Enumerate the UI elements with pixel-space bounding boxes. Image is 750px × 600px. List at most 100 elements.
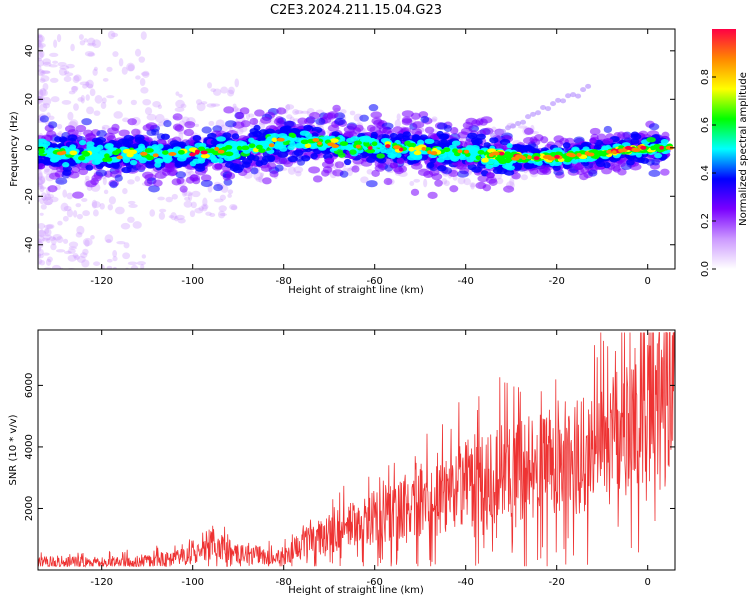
spectrogram-band-blob bbox=[467, 163, 477, 171]
spectrogram-noise-blob bbox=[292, 108, 300, 115]
spectrogram-noise-blob bbox=[142, 98, 152, 106]
spectrogram-noise-blob bbox=[132, 221, 142, 229]
spectrogram-band-blob bbox=[157, 143, 164, 150]
spectrogram-noise-blob bbox=[212, 88, 222, 96]
spectrogram-band-blob bbox=[539, 165, 548, 173]
spectrogram-noise-blob bbox=[91, 201, 101, 208]
spectrogram-band-blob bbox=[424, 138, 435, 145]
spectrogram-band-blob bbox=[339, 141, 349, 146]
spectrogram-band-blob bbox=[104, 153, 110, 159]
spectrogram-band-blob bbox=[69, 144, 77, 150]
spectrogram-band-blob bbox=[105, 157, 113, 162]
spectrogram-ytick-label: 20 bbox=[24, 93, 35, 106]
spectrogram-noise-blob bbox=[75, 231, 83, 238]
spectrogram-noise-blob bbox=[227, 89, 235, 97]
spectrogram-band-blob bbox=[55, 177, 68, 185]
spectrogram-band-blob bbox=[56, 151, 65, 156]
spectrogram-noise-blob bbox=[102, 176, 107, 186]
spectrogram-band-blob bbox=[62, 169, 72, 176]
spectrogram-track-blob bbox=[530, 111, 537, 117]
spectrogram-band-blob bbox=[201, 126, 212, 134]
spectrogram-noise-blob bbox=[43, 224, 54, 229]
spectrogram-band-blob bbox=[552, 160, 563, 166]
snr-series-line bbox=[37, 332, 676, 568]
spectrogram-noise-blob bbox=[38, 253, 44, 259]
spectrogram-band-blob bbox=[480, 116, 493, 124]
figure-title: C2E3.2024.211.15.04.G23 bbox=[270, 3, 442, 18]
spectrogram-band-blob bbox=[260, 140, 270, 146]
spectrogram-noise-blob bbox=[198, 206, 205, 211]
spectrogram-band-blob bbox=[376, 153, 385, 159]
spectrogram-noise-blob bbox=[39, 259, 46, 266]
spectrogram-band-blob bbox=[250, 167, 259, 175]
spectrogram-noise-blob bbox=[38, 57, 43, 62]
spectrogram-noise-blob bbox=[123, 242, 130, 249]
spectrogram-band-blob bbox=[576, 152, 582, 157]
spectrogram-band-blob bbox=[596, 150, 604, 156]
snr-xtick-label: 0 bbox=[645, 577, 651, 588]
spectrogram-band-blob bbox=[243, 165, 252, 174]
spectrogram-band-blob bbox=[174, 161, 184, 168]
spectrogram-track-blob bbox=[585, 83, 592, 89]
spectrogram-band-blob bbox=[293, 149, 304, 156]
spectrogram-noise-blob bbox=[441, 178, 448, 185]
spectrogram-track-blob bbox=[535, 110, 542, 116]
spectrogram-noise-blob bbox=[135, 75, 141, 80]
spectrogram-band-blob bbox=[332, 104, 341, 112]
spectrogram-noise-blob bbox=[42, 102, 51, 109]
spectrogram-band-blob bbox=[304, 143, 312, 149]
spectrogram-band-blob bbox=[183, 128, 195, 137]
spectrogram-noise-blob bbox=[38, 64, 42, 72]
spectrogram-band-blob bbox=[121, 166, 132, 174]
spectrogram-xtick-label: -80 bbox=[276, 276, 292, 287]
spectrogram-noise-blob bbox=[73, 74, 82, 82]
spectrogram-band-blob bbox=[75, 124, 87, 133]
spectrogram-noise-blob bbox=[245, 112, 251, 120]
spectrogram-band-blob bbox=[462, 121, 473, 130]
spectrogram-band-blob bbox=[38, 146, 46, 152]
spectrogram-band-blob bbox=[523, 137, 535, 145]
spectrogram-noise-blob bbox=[42, 196, 50, 202]
spectrogram-band-blob bbox=[411, 128, 423, 136]
spectrogram-band-blob bbox=[135, 163, 147, 171]
spectrogram-noise-blob bbox=[106, 258, 113, 263]
spectrogram-band-blob bbox=[527, 155, 532, 160]
spectrogram-band-blob bbox=[324, 157, 335, 165]
colorbar-tick-label: 0.2 bbox=[700, 213, 711, 229]
snr-xtick-label: -40 bbox=[458, 577, 474, 588]
spectrogram-noise-blob bbox=[175, 214, 185, 221]
spectrogram-band-blob bbox=[72, 191, 84, 199]
spectrogram-band-blob bbox=[321, 169, 330, 177]
spectrogram-band-blob bbox=[197, 146, 206, 152]
spectrogram-band-blob bbox=[568, 153, 577, 158]
spectrogram-xtick-label: 0 bbox=[645, 276, 651, 287]
spectrogram-band-blob bbox=[271, 137, 278, 143]
spectrogram-noise-blob bbox=[66, 192, 74, 200]
spectrogram-band-blob bbox=[378, 126, 388, 134]
spectrogram-noise-blob bbox=[77, 97, 84, 102]
spectrogram-band-blob bbox=[236, 140, 245, 146]
spectrogram-noise-blob bbox=[39, 103, 48, 113]
spectrogram-noise-blob bbox=[106, 95, 115, 99]
spectrogram-noise-blob bbox=[495, 177, 504, 185]
spectrogram-band-blob bbox=[160, 133, 170, 140]
spectrogram-band-blob bbox=[630, 133, 642, 140]
spectrogram-band-blob bbox=[152, 153, 159, 158]
spectrogram-noise-blob bbox=[53, 39, 58, 48]
spectrogram-band-blob bbox=[267, 155, 276, 162]
spectrogram-band-blob bbox=[467, 132, 478, 139]
spectrogram-band-blob bbox=[602, 138, 614, 145]
spectrogram-noise-blob bbox=[255, 176, 263, 182]
spectrogram-track-blob bbox=[520, 119, 527, 125]
spectrogram-noise-blob bbox=[139, 78, 146, 87]
spectrogram-noise-blob bbox=[48, 115, 55, 120]
spectrogram-band-blob bbox=[653, 143, 661, 149]
spectrogram-band-blob bbox=[294, 137, 302, 143]
spectrogram-noise-blob bbox=[43, 267, 53, 269]
spectrogram-band-blob bbox=[269, 170, 279, 178]
spectrogram-noise-blob bbox=[38, 42, 44, 52]
snr-xtick-label: -120 bbox=[90, 577, 113, 588]
spectrogram-band-blob bbox=[254, 109, 265, 117]
spectrogram-band-blob bbox=[167, 169, 178, 177]
spectrogram-noise-blob bbox=[70, 270, 77, 276]
